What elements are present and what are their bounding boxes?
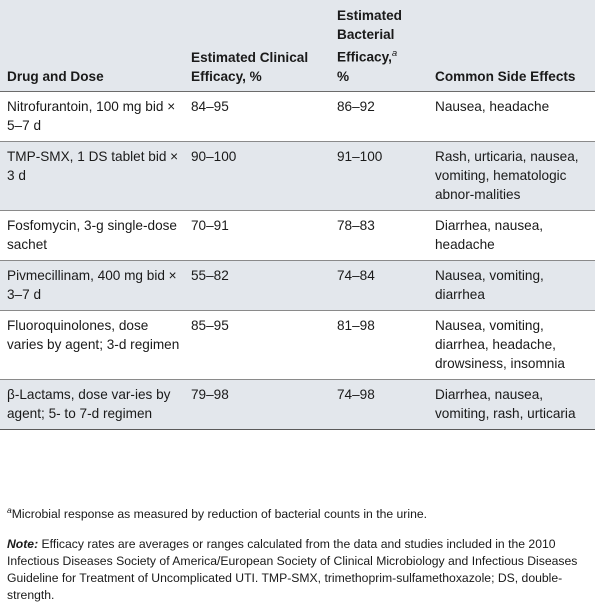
- table-header-row: Drug and Dose Estimated Clinical Efficac…: [0, 0, 595, 92]
- cell-side-effects: Nausea, vomiting, diarrhea, headache, dr…: [428, 310, 595, 380]
- cell-drug: Nitrofurantoin, 100 mg bid × 5–7 d: [0, 91, 184, 142]
- cell-bacterial: 91–100: [330, 141, 428, 211]
- cell-drug: Fluoroquinolones, dose varies by agent; …: [0, 310, 184, 380]
- footnote-marker-a: a: [391, 48, 398, 60]
- header-clinical-efficacy: Estimated Clinical Efficacy, %: [184, 0, 330, 92]
- cell-clinical: 79–98: [184, 379, 330, 430]
- table-row: β-Lactams, dose var-ies by agent; 5- to …: [0, 379, 595, 430]
- footnote-a-marker: a: [7, 505, 12, 515]
- cell-drug: Pivmecillinam, 400 mg bid × 3–7 d: [0, 260, 184, 311]
- cell-bacterial: 86–92: [330, 91, 428, 142]
- table-row: TMP-SMX, 1 DS tablet bid × 3 d 90–100 91…: [0, 141, 595, 211]
- table-note: Note: Efficacy rates are averages or ran…: [7, 536, 589, 604]
- header-bacterial-unit: %: [337, 69, 350, 84]
- cell-clinical: 84–95: [184, 91, 330, 142]
- cell-side-effects: Diarrhea, nausea, vomiting, rash, urtica…: [428, 379, 595, 430]
- footnote-a: aMicrobial response as measured by reduc…: [7, 502, 589, 523]
- cell-bacterial: 81–98: [330, 310, 428, 380]
- cell-bacterial: 74–84: [330, 260, 428, 311]
- header-bacterial-text: Estimated Bacterial Efficacy,: [337, 8, 402, 65]
- cell-side-effects: Rash, urticaria, nausea, vomiting, hemat…: [428, 141, 595, 211]
- uti-treatment-table: Drug and Dose Estimated Clinical Efficac…: [0, 0, 595, 430]
- header-bacterial-efficacy: Estimated Bacterial Efficacy,a%: [330, 0, 428, 92]
- footnote-a-text: Microbial response as measured by reduct…: [11, 507, 428, 522]
- table-row: Fluoroquinolones, dose varies by agent; …: [0, 310, 595, 380]
- table-row: Fosfomycin, 3-g single-dose sachet 70–91…: [0, 210, 595, 261]
- cell-clinical: 90–100: [184, 141, 330, 211]
- cell-bacterial: 78–83: [330, 210, 428, 261]
- note-label: Note:: [7, 537, 39, 551]
- cell-clinical: 85–95: [184, 310, 330, 380]
- header-side-effects: Common Side Effects: [428, 0, 595, 92]
- note-text: Efficacy rates are averages or ranges ca…: [7, 537, 578, 602]
- cell-drug: β-Lactams, dose var-ies by agent; 5- to …: [0, 379, 184, 430]
- cell-clinical: 70–91: [184, 210, 330, 261]
- cell-side-effects: Diarrhea, nausea, headache: [428, 210, 595, 261]
- cell-drug: Fosfomycin, 3-g single-dose sachet: [0, 210, 184, 261]
- cell-drug: TMP-SMX, 1 DS tablet bid × 3 d: [0, 141, 184, 211]
- table-row: Pivmecillinam, 400 mg bid × 3–7 d 55–82 …: [0, 260, 595, 311]
- cell-clinical: 55–82: [184, 260, 330, 311]
- cell-bacterial: 74–98: [330, 379, 428, 430]
- cell-side-effects: Nausea, vomiting, diarrhea: [428, 260, 595, 311]
- table-row: Nitrofurantoin, 100 mg bid × 5–7 d 84–95…: [0, 91, 595, 142]
- header-drug-and-dose: Drug and Dose: [0, 0, 184, 92]
- cell-side-effects: Nausea, headache: [428, 91, 595, 142]
